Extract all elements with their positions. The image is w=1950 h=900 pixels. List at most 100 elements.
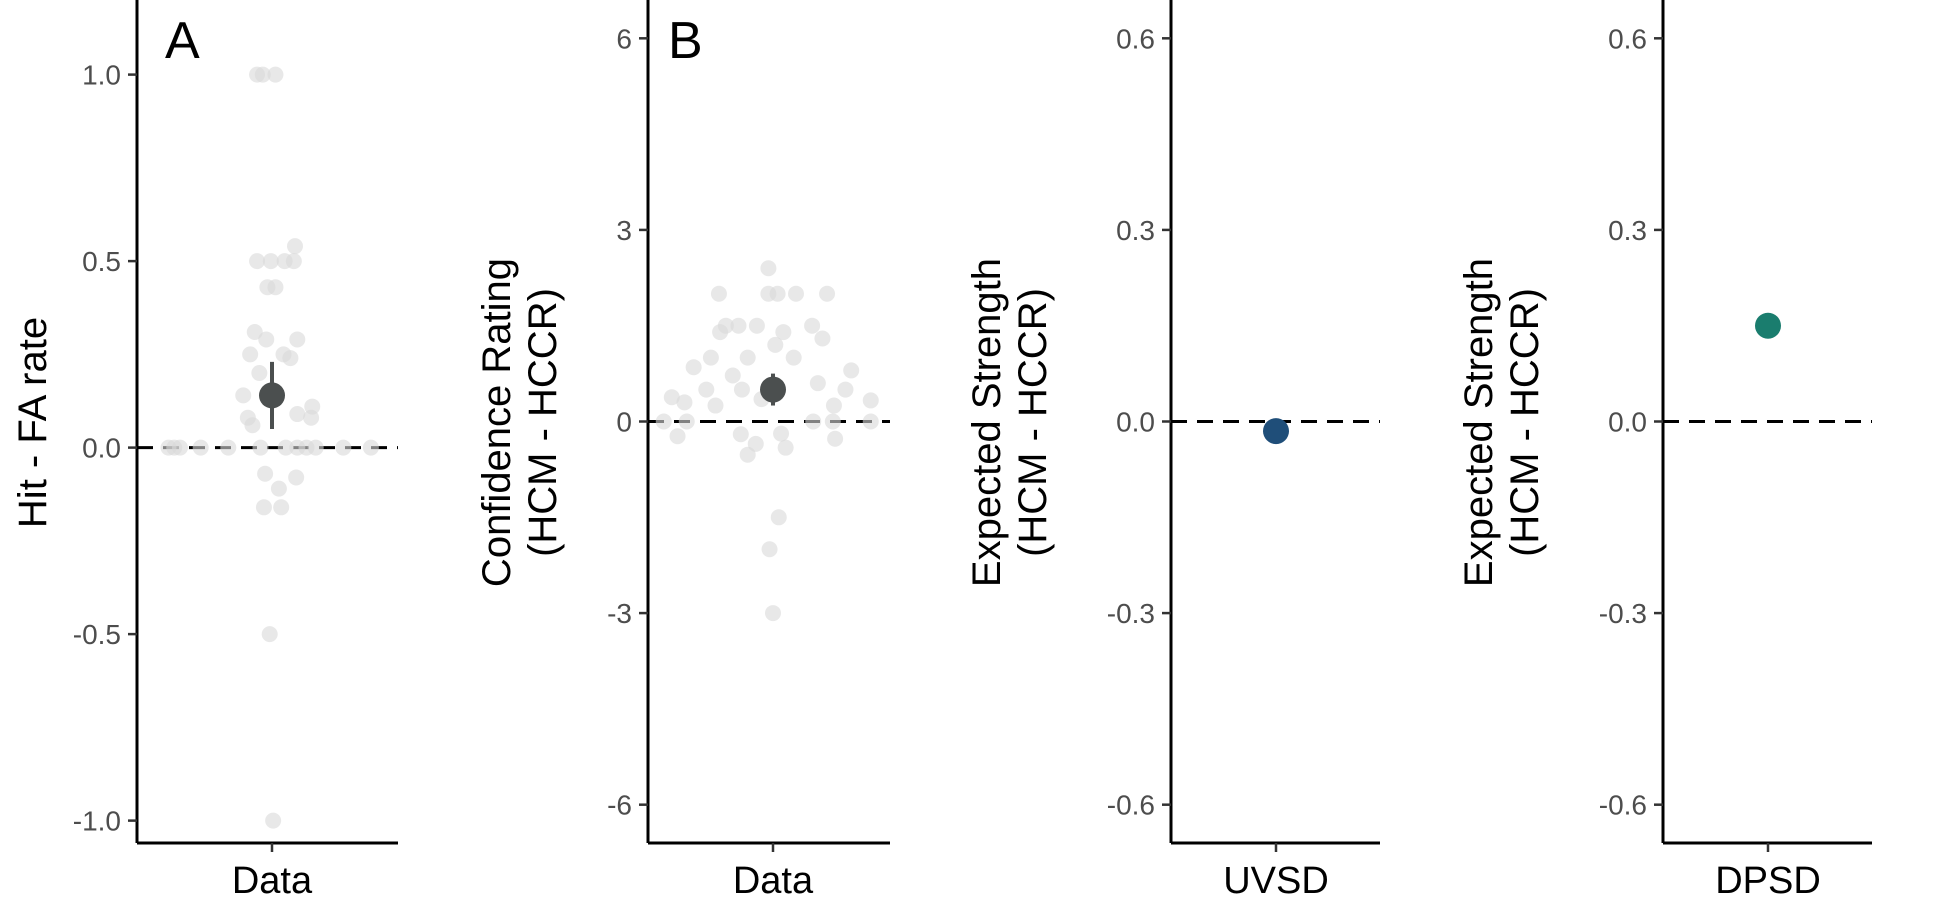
data-point <box>669 428 686 445</box>
x-category-label: UVSD <box>1223 860 1329 900</box>
y-tick-label: 0 <box>616 407 632 438</box>
data-point <box>307 439 324 456</box>
y-axis-title-line: (HCM - HCCR) <box>1503 288 1547 557</box>
data-point <box>739 349 756 366</box>
data-point <box>663 389 680 406</box>
panel-b: -6 -3 0 3 6 Data Confidence Rating(HCM - HCCR)… <box>475 0 890 900</box>
data-point <box>676 394 693 411</box>
data-point <box>773 425 790 442</box>
data-point <box>732 426 749 443</box>
panel-a: -1.0 -0.5 0.0 0.5 1.0 Data Hit - FA rate A <box>11 0 398 900</box>
y-axis-title-line: (HCM - HCCR) <box>521 288 565 557</box>
data-point <box>819 285 836 302</box>
y-axis-title: Expected Strength(HCM - HCCR) <box>965 258 1055 587</box>
data-point <box>252 439 269 456</box>
data-point <box>265 812 282 829</box>
y-axis-title-line: Expected Strength <box>965 258 1009 587</box>
data-point <box>724 367 741 384</box>
data-point <box>785 349 802 366</box>
x-category-label: DPSD <box>1715 860 1821 900</box>
y-tick-label: -3 <box>607 598 632 629</box>
data-point <box>707 397 724 414</box>
data-point <box>769 285 786 302</box>
data-point <box>257 465 274 482</box>
y-tick-label: -0.6 <box>1107 790 1155 821</box>
data-point <box>289 406 306 423</box>
data-point <box>655 413 672 430</box>
y-tick-label: 6 <box>616 23 632 54</box>
data-point <box>788 285 804 302</box>
y-axis-title-line: Hit - FA rate <box>11 317 55 528</box>
data-point <box>827 430 844 447</box>
data-point <box>261 626 278 643</box>
data-point <box>362 439 379 456</box>
data-point <box>289 331 306 348</box>
y-axis-title-line: (HCM - HCCR) <box>1011 288 1055 557</box>
x-category-label: Data <box>733 860 814 900</box>
data-point <box>710 285 727 302</box>
data-point <box>748 317 765 334</box>
y-tick-label: 0.5 <box>82 246 121 277</box>
data-point <box>698 381 715 398</box>
data-point <box>702 349 719 366</box>
data-point <box>767 336 784 353</box>
y-tick-label: 0.0 <box>82 433 121 464</box>
y-tick-label: -0.5 <box>73 619 121 650</box>
data-point <box>825 397 842 414</box>
y-axis-title-line: Confidence Rating <box>475 258 519 587</box>
panel-tag: A <box>165 12 200 70</box>
data-point <box>220 439 237 456</box>
panel-dpsd: -0.6 -0.3 0.0 0.3 0.6 DPSD Expected Strength(H… <box>1457 0 1872 900</box>
y-tick-label: -0.3 <box>1107 598 1155 629</box>
data-point <box>730 317 747 334</box>
data-point <box>172 439 188 456</box>
data-point <box>335 439 352 456</box>
data-point <box>717 317 734 334</box>
data-point <box>285 253 302 270</box>
data-point <box>303 409 320 426</box>
data-point <box>770 509 787 526</box>
y-tick-label: 0.3 <box>1608 215 1647 246</box>
data-point <box>843 362 860 379</box>
data-point <box>254 66 271 83</box>
data-point <box>277 439 294 456</box>
panel-uvsd: -0.6 -0.3 0.0 0.3 0.6 UVSD Expected Strength(H… <box>965 0 1380 900</box>
data-point <box>765 605 781 622</box>
data-point <box>270 480 287 497</box>
mean-point <box>1263 418 1289 445</box>
data-point <box>267 66 284 83</box>
data-point <box>251 365 268 382</box>
data-point <box>804 317 821 334</box>
data-point <box>678 413 695 430</box>
y-axis-title-line: Expected Strength <box>1457 258 1501 587</box>
x-category-label: Data <box>232 860 313 900</box>
data-point <box>273 499 290 516</box>
data-point <box>739 446 756 463</box>
data-point <box>809 375 826 392</box>
data-point <box>862 413 879 430</box>
data-point <box>805 413 822 430</box>
y-tick-label: 0.6 <box>1116 23 1155 54</box>
data-point <box>192 439 209 456</box>
y-tick-label: -0.6 <box>1599 790 1647 821</box>
data-point <box>242 346 259 363</box>
y-tick-label: 0.6 <box>1608 23 1647 54</box>
data-point <box>246 323 263 340</box>
y-tick-label: 0.3 <box>1116 215 1155 246</box>
data-point <box>282 350 299 367</box>
data-point <box>824 413 841 430</box>
data-point <box>244 417 261 434</box>
mean-point <box>259 382 285 409</box>
data-point <box>235 387 252 404</box>
panel-tag: B <box>668 12 703 70</box>
data-point <box>775 324 792 341</box>
data-point <box>760 260 777 277</box>
data-point <box>733 381 750 398</box>
y-tick-label: -6 <box>607 790 632 821</box>
y-tick-label: 0.0 <box>1116 407 1155 438</box>
data-point <box>267 279 284 296</box>
y-tick-label: -0.3 <box>1599 598 1647 629</box>
data-point <box>761 541 778 558</box>
data-point <box>249 253 266 270</box>
